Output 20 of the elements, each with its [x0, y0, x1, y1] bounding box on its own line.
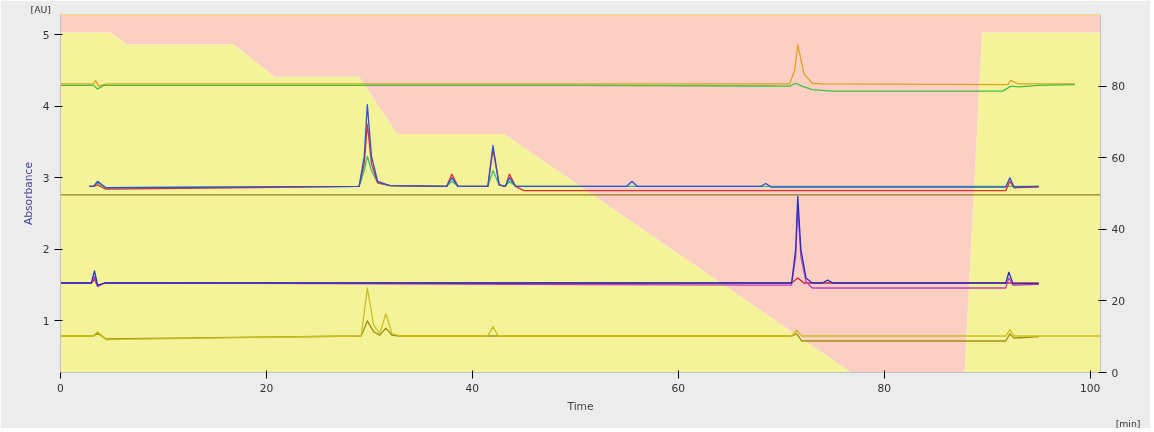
x-tick-label: 20	[259, 381, 274, 395]
text: [AU]	[30, 3, 51, 15]
y-tick-label: 3	[42, 171, 50, 185]
x-tick-label: 60	[671, 381, 686, 395]
y2-tick-label: 40	[1111, 223, 1126, 237]
y-tick-label: 2	[42, 243, 50, 257]
x-tick-label: 40	[465, 381, 480, 395]
y-tick-label: 5	[42, 28, 50, 42]
x-axis-title: Time	[566, 399, 594, 413]
y2-tick-label: 60	[1111, 151, 1126, 165]
y-tick-label: 4	[42, 100, 50, 114]
y2-tick-label: 0	[1111, 366, 1119, 380]
y-axis-title: Absorbance	[21, 162, 35, 225]
y2-tick-label: 80	[1111, 80, 1126, 94]
x-tick-label: 100	[1080, 381, 1101, 395]
x-tick-label: 80	[877, 381, 892, 395]
y2-tick-label: 20	[1111, 294, 1126, 308]
y-tick-label: 1	[42, 314, 50, 328]
text: [min]	[1115, 417, 1141, 429]
x-tick-label: 0	[57, 381, 65, 395]
